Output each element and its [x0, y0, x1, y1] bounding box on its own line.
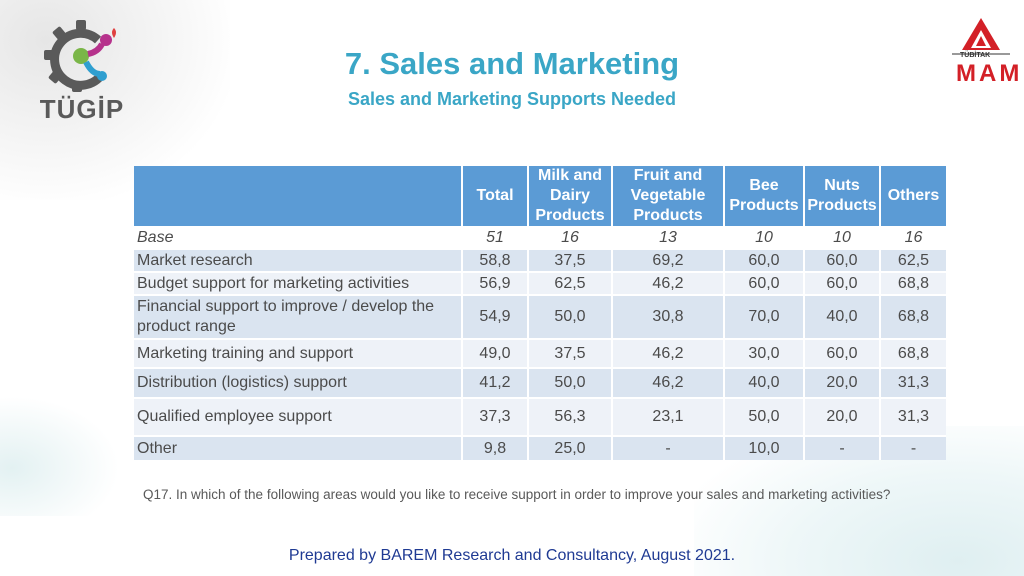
cell-value: 23,1 — [612, 397, 725, 436]
cell-value: - — [612, 435, 725, 460]
cell-value: 56,9 — [462, 271, 529, 295]
tubitak-logo-text: TÜBİTAK — [960, 52, 991, 59]
cell-value: 60,0 — [724, 248, 805, 272]
tubitak-mam-logo: TÜBİTAK MAM — [948, 16, 1019, 96]
header-nuts-products: Nuts Products — [804, 166, 881, 227]
cell-value: 37,3 — [462, 397, 529, 436]
header-empty — [134, 166, 463, 227]
tugip-logo-text: TÜGİP — [39, 94, 125, 124]
cell-value: 46,2 — [612, 367, 725, 398]
cell-value: 10,0 — [724, 435, 805, 460]
cell-value: 37,5 — [528, 338, 613, 368]
cell-value: 49,0 — [462, 338, 529, 368]
cell-value: 40,0 — [804, 294, 881, 339]
cell-value: 68,8 — [880, 338, 946, 368]
row-label: Qualified employee support — [134, 397, 463, 436]
cell-value: 31,3 — [880, 397, 946, 436]
cell-value: 30,0 — [724, 338, 805, 368]
row-label: Other — [134, 435, 463, 460]
cell-value: 54,9 — [462, 294, 529, 339]
cell-value: 70,0 — [724, 294, 805, 339]
mam-logo-text: MAM — [956, 60, 1023, 87]
cell-value: 58,8 — [462, 248, 529, 272]
cell-value: 37,5 — [528, 248, 613, 272]
cell-value: 50,0 — [528, 294, 613, 339]
cell-value: 69,2 — [612, 248, 725, 272]
cell-value: 10 — [804, 226, 881, 249]
background-decoration-bottom-left — [0, 396, 120, 516]
header-milk-dairy: Milk and Dairy Products — [528, 166, 613, 227]
cell-value: 16 — [528, 226, 613, 249]
gear-icon — [44, 20, 116, 92]
page-title: 7. Sales and Marketing — [344, 46, 680, 81]
table-row: Market research 58,8 37,5 69,2 60,0 60,0… — [134, 248, 946, 272]
cell-value: 30,8 — [612, 294, 725, 339]
cell-value: 20,0 — [804, 397, 881, 436]
header-others: Others — [880, 166, 946, 227]
cell-value: 46,2 — [612, 271, 725, 295]
tugip-logo: TÜGİP — [36, 16, 128, 124]
tubitak-emblem-icon — [952, 18, 1010, 55]
cell-value: 25,0 — [528, 435, 613, 460]
survey-question-note: Q17. In which of the following areas wou… — [143, 487, 891, 502]
row-label: Market research — [134, 248, 463, 272]
cell-value: 68,8 — [880, 294, 946, 339]
cell-value: 41,2 — [462, 367, 529, 398]
support-needs-table: Total Milk and Dairy Products Fruit and … — [134, 166, 946, 460]
row-label: Financial support to improve / develop t… — [134, 294, 463, 339]
header-fruit-vegetable: Fruit and Vegetable Products — [612, 166, 725, 227]
cell-value: 62,5 — [528, 271, 613, 295]
cell-value: 31,3 — [880, 367, 946, 398]
table-header-row: Total Milk and Dairy Products Fruit and … — [134, 166, 946, 227]
table-row: Other 9,8 25,0 - 10,0 - - — [134, 435, 946, 460]
cell-value: 60,0 — [724, 271, 805, 295]
row-label: Distribution (logistics) support — [134, 367, 463, 398]
cell-value: 60,0 — [804, 271, 881, 295]
cell-value: 10 — [724, 226, 805, 249]
cell-value: 56,3 — [528, 397, 613, 436]
row-label: Base — [134, 226, 463, 249]
cell-value: 68,8 — [880, 271, 946, 295]
table-row: Budget support for marketing activities … — [134, 271, 946, 295]
cell-value: 40,0 — [724, 367, 805, 398]
footer-credit: Prepared by BAREM Research and Consultan… — [288, 547, 736, 564]
cell-value: 9,8 — [462, 435, 529, 460]
cell-value: 20,0 — [804, 367, 881, 398]
page-subtitle: Sales and Marketing Supports Needed — [347, 89, 677, 109]
cell-value: 60,0 — [804, 338, 881, 368]
cell-value: 50,0 — [724, 397, 805, 436]
table-row: Qualified employee support 37,3 56,3 23,… — [134, 397, 946, 436]
row-label: Budget support for marketing activities — [134, 271, 463, 295]
cell-value: 13 — [612, 226, 725, 249]
table-row-base: Base 51 16 13 10 10 16 — [134, 226, 946, 249]
cell-value: 62,5 — [880, 248, 946, 272]
table-row: Distribution (logistics) support 41,2 50… — [134, 367, 946, 398]
cell-value: - — [880, 435, 946, 460]
cell-value: 51 — [462, 226, 529, 249]
cell-value: 16 — [880, 226, 946, 249]
header-bee-products: Bee Products — [724, 166, 805, 227]
cell-value: 60,0 — [804, 248, 881, 272]
cell-value: 46,2 — [612, 338, 725, 368]
header-total: Total — [462, 166, 529, 227]
table-row: Financial support to improve / develop t… — [134, 294, 946, 339]
row-label: Marketing training and support — [134, 338, 463, 368]
cell-value: - — [804, 435, 881, 460]
cell-value: 50,0 — [528, 367, 613, 398]
table-row: Marketing training and support 49,0 37,5… — [134, 338, 946, 368]
